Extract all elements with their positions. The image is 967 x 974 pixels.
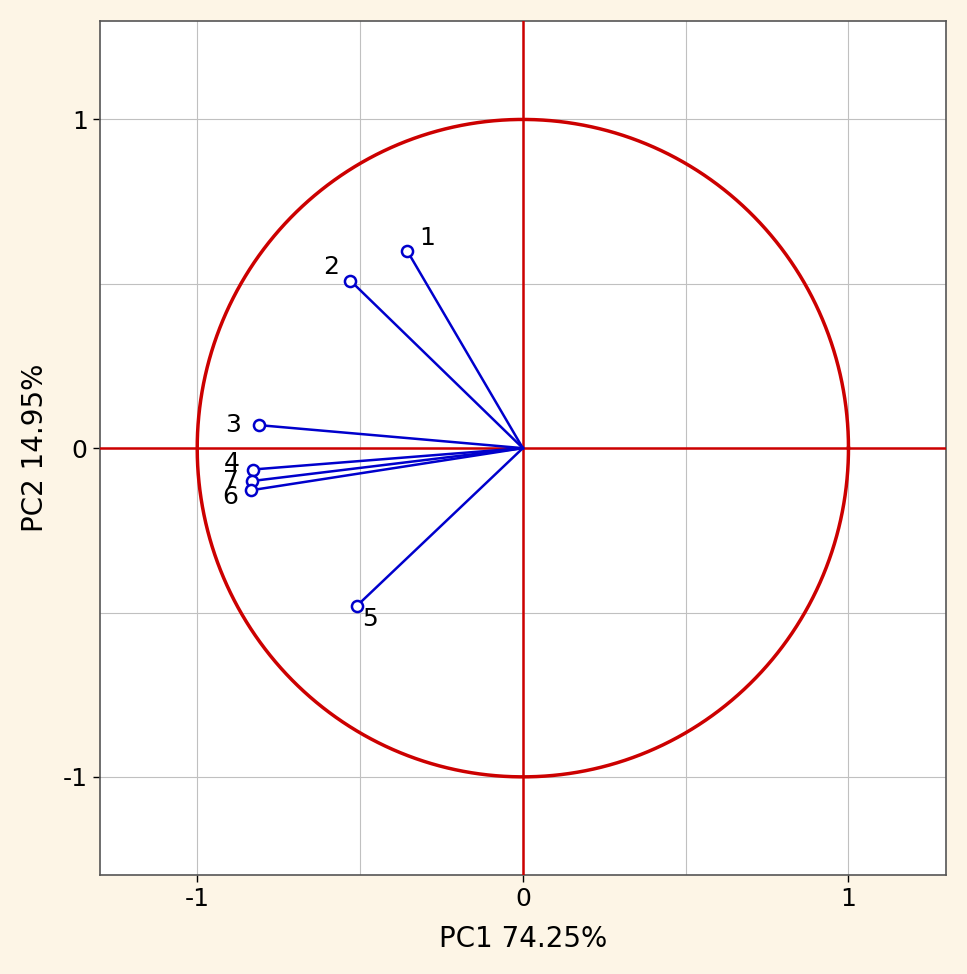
Text: 6: 6 <box>222 485 238 509</box>
Text: 2: 2 <box>323 255 338 280</box>
Text: 4: 4 <box>223 451 240 475</box>
Text: 5: 5 <box>362 607 378 631</box>
X-axis label: PC1 74.25%: PC1 74.25% <box>439 925 607 954</box>
Text: 7: 7 <box>222 469 239 493</box>
Y-axis label: PC2 14.95%: PC2 14.95% <box>21 364 48 533</box>
Text: 1: 1 <box>419 226 435 249</box>
Text: 3: 3 <box>225 413 241 437</box>
